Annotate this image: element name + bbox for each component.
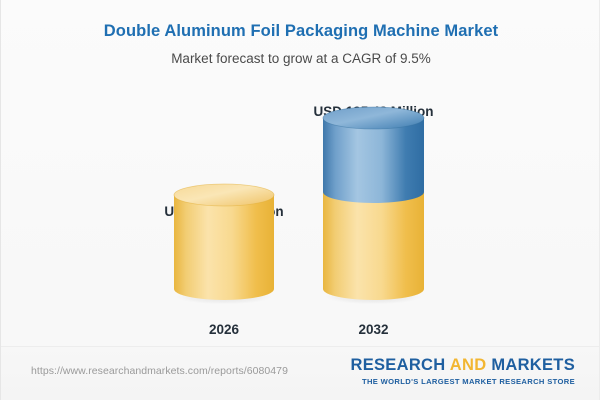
report-url[interactable]: https://www.researchandmarkets.com/repor… [31, 365, 288, 377]
footer-bar: https://www.researchandmarkets.com/repor… [1, 346, 599, 400]
logo-word-and: AND [449, 356, 487, 374]
cylinder-2032-shape [320, 106, 427, 305]
cylinder-2026[interactable] [171, 183, 277, 305]
cylinder-2026-shape [171, 183, 277, 305]
logo-word-research: RESEARCH [350, 356, 446, 374]
category-label-2026: 2026 [208, 322, 240, 337]
page-title: Double Aluminum Foil Packaging Machine M… [103, 22, 499, 40]
logo-tagline: THE WORLD'S LARGEST MARKET RESEARCH STOR… [361, 377, 575, 386]
category-label-2032: 2032 [358, 322, 389, 337]
logo-wordmark: RESEARCH AND MARKETS [350, 356, 575, 375]
chart-header: Double Aluminum Foil Packaging Machine M… [1, 20, 599, 68]
chart-subtitle: Market forecast to grow at a CAGR of 9.5… [171, 51, 431, 66]
chart-plot-area: USD 114.32 Million [1, 0, 599, 345]
cylinder-2032[interactable] [320, 106, 427, 305]
research-and-markets-logo[interactable]: RESEARCH AND MARKETS THE WORLD'S LARGEST… [350, 356, 575, 386]
logo-word-markets: MARKETS [491, 356, 575, 374]
